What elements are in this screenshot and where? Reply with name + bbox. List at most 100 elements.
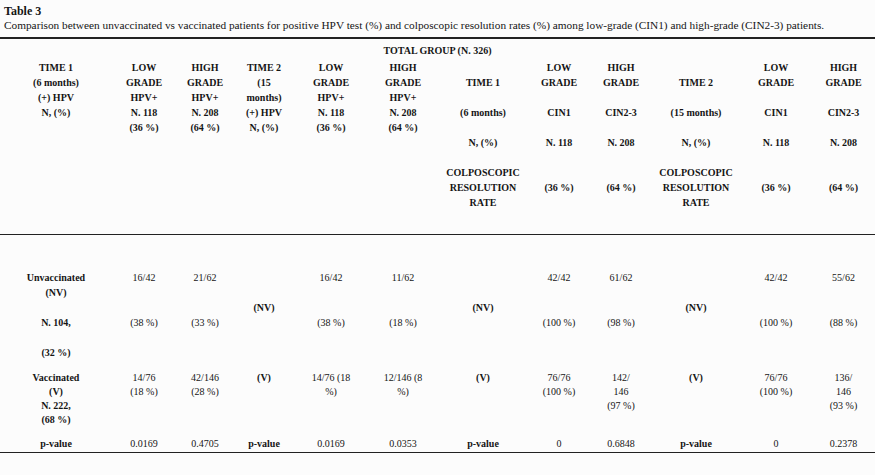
header-cell-high-grade-hpv-a-line: HPV+: [176, 90, 234, 105]
header-cell-time2-colposcopic-line: [652, 60, 740, 75]
header-cell-high-grade-cin23-a-line: [590, 120, 652, 135]
header-cell-high-grade-hpv-b-line: HIGH: [368, 60, 438, 75]
header-cell-time1-colposcopic-line: [438, 150, 528, 165]
unvaccinated-cell-11-line: (100 %): [740, 315, 812, 330]
vaccinated-cell-5-line: %): [294, 385, 368, 399]
header-cell-low-grade-cin1-b-line: N. 118: [740, 135, 812, 150]
vaccinated-cell-4: (V): [234, 371, 294, 427]
vaccinated-cell-11-line: 76/76: [740, 371, 812, 385]
unvaccinated-cell-8: 42/42(100 %): [528, 270, 590, 360]
unvaccinated-cell-9: 61/62(98 %): [590, 270, 652, 360]
header-cell-high-grade-cin23-a-line: [590, 150, 652, 165]
table-row-p-value: p-value0.01690.4705p-value0.01690.0353p-…: [0, 438, 875, 450]
vaccinated-cell-12-line: 146: [812, 385, 875, 399]
header-cell-time1-colposcopic-line: RATE: [438, 195, 528, 210]
unvaccinated-cell-3-line: [176, 300, 234, 315]
vaccinated-cell-3: 42/146(28 %): [176, 371, 234, 427]
table-row-vaccinated: Vaccinated(V)N. 222,(68 %)14/76(18 %)42/…: [0, 371, 875, 427]
header-cell-time2-colposcopic-line: [652, 120, 740, 135]
p-value-cell-4: p-value: [234, 438, 294, 450]
unvaccinated-cell-12-line: [812, 285, 875, 300]
header-cell-high-grade-cin23-b-line: [812, 150, 875, 165]
unvaccinated-cell-11-line: 42/42: [740, 270, 812, 285]
unvaccinated-cell-1-line: (32 %): [0, 345, 112, 360]
vaccinated-cell-9-line: (97 %): [590, 399, 652, 413]
vaccinated-cell-1-line: (68 %): [0, 413, 112, 427]
header-cell-time2-colposcopic-line: [652, 90, 740, 105]
vaccinated-cell-7: (V): [438, 371, 528, 427]
header-cell-low-grade-hpv-a-line: HPV+: [112, 90, 176, 105]
vaccinated-cell-10: (V): [652, 371, 740, 427]
header-cell-time1-hpv-line: N, (%): [0, 105, 112, 120]
p-value-cell-12-line: 0.2378: [812, 438, 875, 450]
unvaccinated-cell-11: 42/42 (100 %): [740, 270, 812, 360]
header-cell-high-grade-cin23-b-line: [812, 90, 875, 105]
header-cell-low-grade-cin1-a-line: CIN1: [528, 105, 590, 120]
header-cell-low-grade-cin1-b-line: [740, 150, 812, 165]
header-cell-low-grade-cin1-b-line: CIN1: [740, 105, 812, 120]
p-value-cell-6: 0.0353: [368, 438, 438, 450]
header-cell-high-grade-cin23-a-line: GRADE: [590, 75, 652, 90]
unvaccinated-cell-3-line: 21/62: [176, 270, 234, 285]
unvaccinated-cell-7-line: [438, 285, 528, 300]
p-value-cell-8-line: 0: [528, 438, 590, 450]
p-value-cell-11-line: 0: [740, 438, 812, 450]
unvaccinated-cell-1-line: Unvaccinated: [0, 270, 112, 285]
unvaccinated-cell-9-line: [590, 285, 652, 300]
unvaccinated-cell-5: 16/42 (38 %): [294, 270, 368, 360]
unvaccinated-cell-3-line: [176, 285, 234, 300]
vaccinated-cell-11: 76/76(100 %): [740, 371, 812, 427]
unvaccinated-cell-5-line: [294, 285, 368, 300]
unvaccinated-cell-4-line: [234, 285, 294, 300]
header-cell-high-grade-cin23-a-line: [590, 165, 652, 180]
header-cell-low-grade-hpv-b-line: GRADE: [294, 75, 368, 90]
unvaccinated-cell-12: 55/62(88 %): [812, 270, 875, 360]
p-value-cell-6-line: 0.0353: [368, 438, 438, 450]
unvaccinated-cell-5-line: (38 %): [294, 315, 368, 330]
header-cell-low-grade-cin1-b-line: [740, 120, 812, 135]
unvaccinated-cell-6-line: [368, 300, 438, 315]
unvaccinated-cell-10-line: [652, 270, 740, 285]
unvaccinated-cell-2: 16/42(38 %): [112, 270, 176, 360]
p-value-cell-7-line: p-value: [438, 438, 528, 450]
unvaccinated-cell-4-line: [234, 270, 294, 285]
header-cell-high-grade-hpv-a: HIGHGRADEHPV+N. 208(64 %): [176, 60, 234, 210]
header-cell-time2-colposcopic-line: COLPOSCOPIC: [652, 165, 740, 180]
p-value-cell-3-line: 0.4705: [176, 438, 234, 450]
vaccinated-cell-5-line: 14/76 (18: [294, 371, 368, 385]
unvaccinated-cell-9-line: 61/62: [590, 270, 652, 285]
header-cell-high-grade-hpv-a-line: GRADE: [176, 75, 234, 90]
header-cell-time1-colposcopic-line: [438, 120, 528, 135]
vaccinated-cell-9-line: 146: [590, 385, 652, 399]
unvaccinated-cell-2-line: (38 %): [112, 315, 176, 330]
header-cell-high-grade-cin23-b-line: CIN2-3: [812, 105, 875, 120]
vaccinated-cell-1-line: N. 222,: [0, 399, 112, 413]
unvaccinated-cell-8-line: [528, 300, 590, 315]
unvaccinated-cell-4-line: (NV): [234, 300, 294, 315]
unvaccinated-cell-1: Unvaccinated(NV)N. 104,(32 %): [0, 270, 112, 360]
header-cell-low-grade-hpv-a: LOWGRADEHPV+N. 118(36 %): [112, 60, 176, 210]
header-cell-high-grade-hpv-b-line: HPV+: [368, 90, 438, 105]
header-cell-high-grade-cin23-b-line: [812, 120, 875, 135]
p-value-cell-9-line: 0.6848: [590, 438, 652, 450]
unvaccinated-cell-9-line: [590, 300, 652, 315]
header-cell-high-grade-hpv-b-line: N. 208: [368, 105, 438, 120]
unvaccinated-cell-3: 21/62(33 %): [176, 270, 234, 360]
header-cell-low-grade-cin1-b-line: LOW: [740, 60, 812, 75]
p-value-cell-10: p-value: [652, 438, 740, 450]
header-cell-high-grade-hpv-a-line: (64 %): [176, 120, 234, 135]
unvaccinated-cell-1-line: [0, 300, 112, 315]
header-cell-high-grade-hpv-b-line: GRADE: [368, 75, 438, 90]
vaccinated-cell-5: 14/76 (18%): [294, 371, 368, 427]
unvaccinated-cell-7: (NV): [438, 270, 528, 360]
vaccinated-cell-12-line: (93 %): [812, 399, 875, 413]
p-value-cell-8: 0: [528, 438, 590, 450]
header-cell-low-grade-hpv-a-line: GRADE: [112, 75, 176, 90]
header-cell-time2-colposcopic-line: (15 months): [652, 105, 740, 120]
unvaccinated-cell-12-line: 55/62: [812, 270, 875, 285]
unvaccinated-cell-5-line: 16/42: [294, 270, 368, 285]
header-cell-high-grade-hpv-b-line: (64 %): [368, 120, 438, 135]
header-cell-high-grade-cin23-a-line: HIGH: [590, 60, 652, 75]
header-cell-high-grade-cin23-a-line: CIN2-3: [590, 105, 652, 120]
vaccinated-cell-6: 12/146 (8%): [368, 371, 438, 427]
